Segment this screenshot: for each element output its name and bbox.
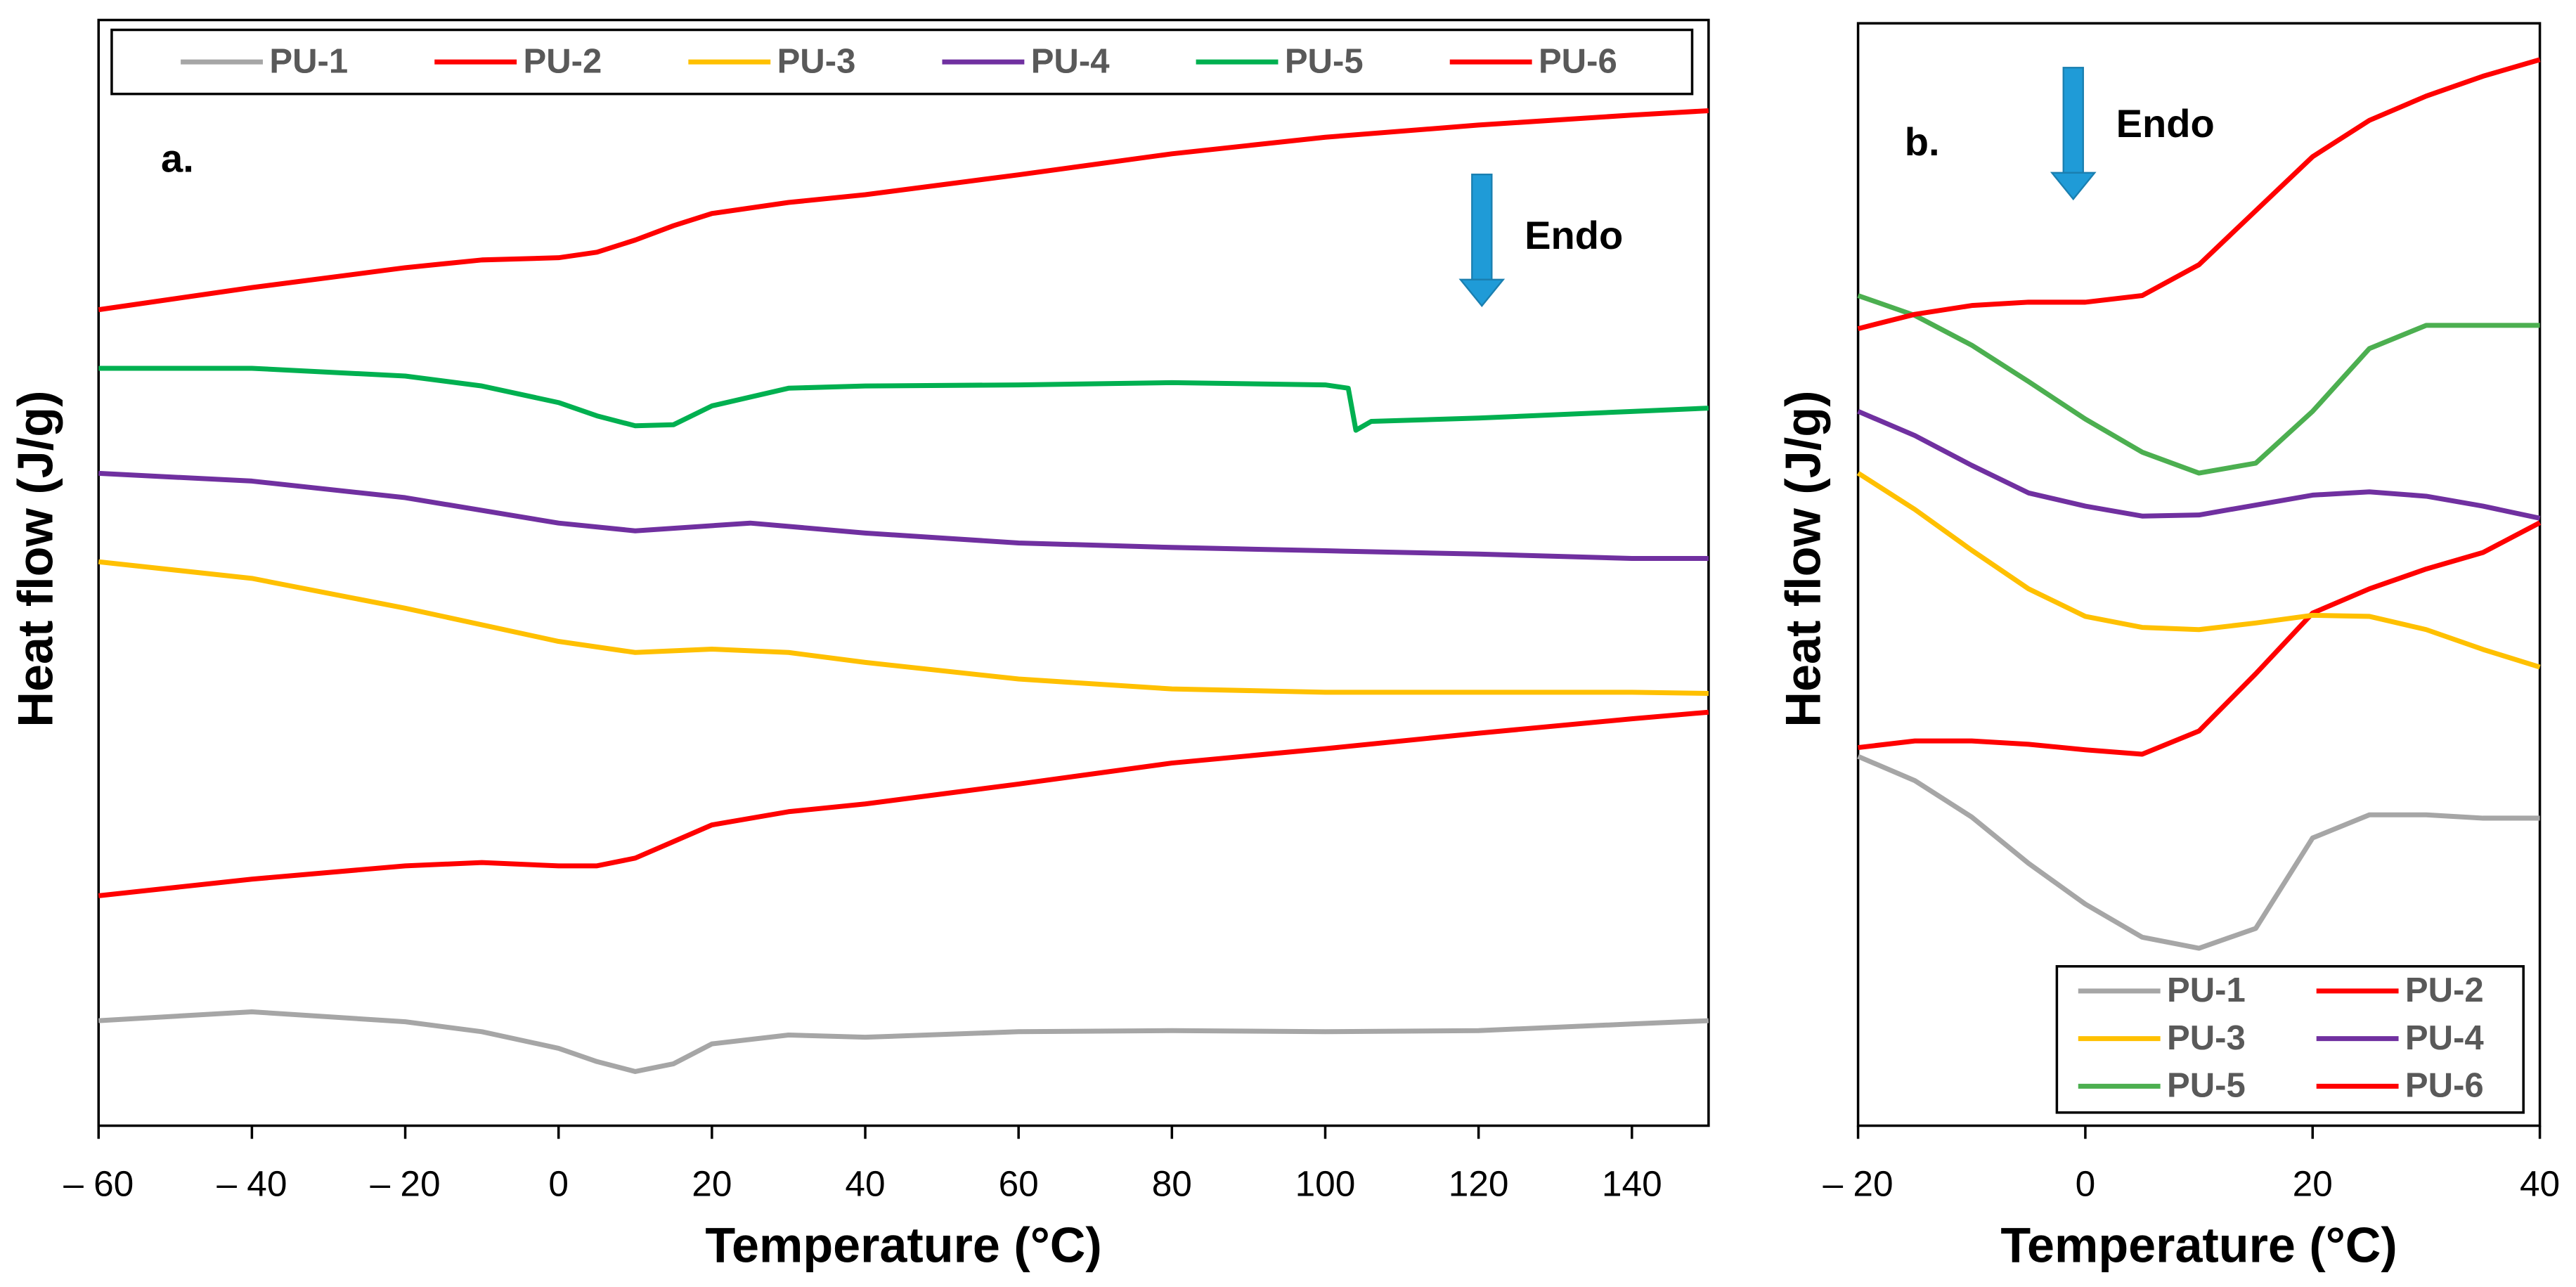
x-tick-label: – 20: [1823, 1163, 1894, 1204]
x-tick-label: – 20: [370, 1163, 441, 1204]
line-series: [98, 559, 1709, 696]
endo-arrow-a: [1458, 174, 1506, 308]
line-series: [1856, 471, 2541, 670]
panel-label: a.: [161, 136, 194, 180]
x-tick-label: 0: [2076, 1163, 2096, 1204]
x-tick-label: 60: [999, 1163, 1039, 1204]
x-tick-label: 140: [1602, 1163, 1662, 1204]
legend-label: PU-5: [2167, 1067, 2246, 1105]
legend-label: PU-3: [2167, 1019, 2246, 1057]
line-series: [1857, 293, 2540, 476]
x-tick-label: 100: [1295, 1163, 1356, 1204]
endo-arrow-b: [2050, 67, 2097, 201]
y-axis-label: Heat flow (J/g): [8, 391, 63, 727]
line-series: [98, 366, 1709, 433]
line-series: [1857, 408, 2541, 521]
x-axis-label: Temperature (°C): [705, 1217, 1101, 1272]
y-axis-label: Heat flow (J/g): [1776, 391, 1831, 727]
x-tick-label: 40: [2520, 1163, 2560, 1204]
line-series: [98, 108, 1709, 313]
plot-frame: [97, 18, 1710, 1127]
line-series: [98, 709, 1709, 898]
legend-label: PU-1: [2167, 971, 2246, 1009]
legend-label: PU-6: [2405, 1067, 2484, 1105]
x-tick-label: – 60: [63, 1163, 134, 1204]
annotation: Endo: [1525, 213, 1623, 257]
x-tick-label: 20: [2293, 1163, 2333, 1204]
legend-label: PU-1: [269, 42, 348, 80]
line-series: [1858, 520, 2542, 757]
line-series: [98, 470, 1709, 562]
legend-box: [110, 28, 1694, 96]
legend-label: PU-5: [1285, 42, 1364, 80]
plot-frame: [1856, 22, 2542, 1127]
x-axis-label: Temperature (°C): [2000, 1217, 2397, 1272]
x-tick-label: – 40: [216, 1163, 287, 1204]
legend-label: PU-4: [2405, 1019, 2485, 1057]
legend-label: PU-2: [523, 42, 602, 80]
legend-label: PU-6: [1539, 42, 1617, 80]
line-series: [1857, 57, 2541, 331]
x-tick-label: 120: [1449, 1163, 1509, 1204]
x-tick-label: 0: [548, 1163, 569, 1204]
legend-label: PU-3: [777, 42, 856, 80]
legend-label: PU-2: [2405, 971, 2484, 1009]
x-tick-label: 40: [845, 1163, 885, 1204]
line-series: [98, 1009, 1709, 1074]
annotation: Endo: [2116, 101, 2215, 145]
legend-label: PU-4: [1031, 42, 1111, 80]
x-tick-label: 20: [692, 1163, 732, 1204]
line-series: [1857, 754, 2540, 951]
panel-label: b.: [1905, 119, 1940, 164]
x-tick-label: 80: [1152, 1163, 1192, 1204]
